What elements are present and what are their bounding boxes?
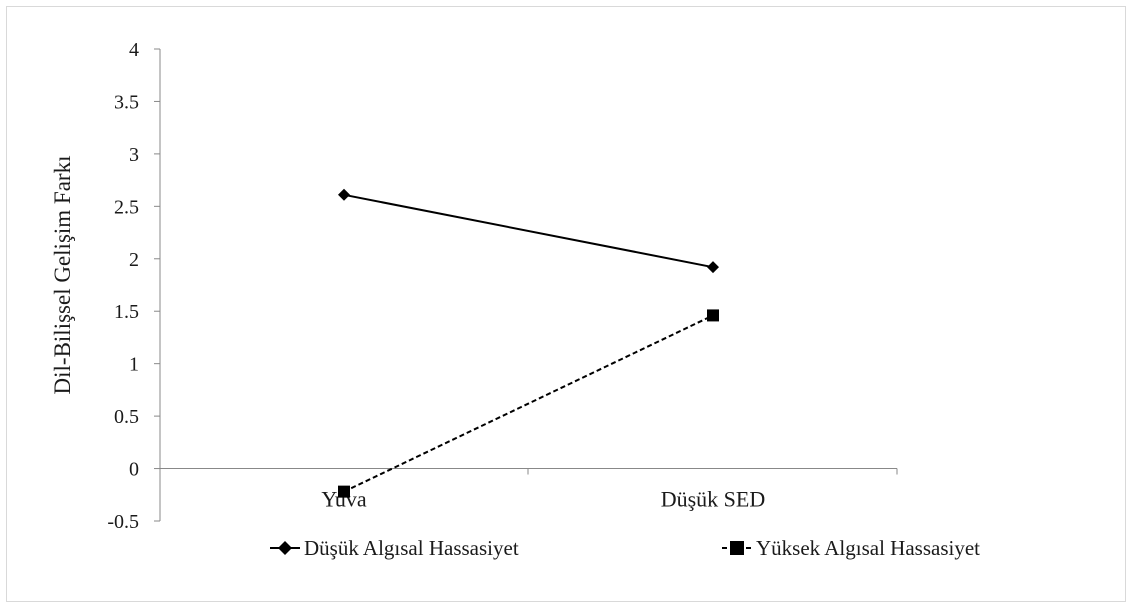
y-tick-label: 2.5 (114, 196, 139, 218)
y-tick-label: 3.5 (114, 91, 139, 113)
y-tick-label: 0 (129, 459, 139, 481)
series-line-2 (343, 314, 714, 493)
series-point-diamond (707, 261, 719, 274)
chart-frame (6, 6, 1126, 602)
y-tick-label: 0.5 (114, 406, 139, 428)
series-point-diamond (338, 188, 350, 201)
series-point-square (707, 309, 719, 322)
y-tick-label: 4 (129, 39, 139, 61)
legend-diamond-icon (278, 541, 292, 555)
legend-square-icon (730, 541, 744, 555)
y-tick-label: 1.5 (114, 301, 139, 323)
y-tick-label: 3 (129, 144, 139, 166)
y-tick-label: 1 (129, 354, 139, 376)
legend-label: Düşük Algısal Hassasiyet (304, 536, 519, 560)
legend: Düşük Algısal Hassasiyet Yüksek Algısal H… (270, 536, 980, 560)
series-line-1 (343, 193, 714, 269)
y-axis-label: Dil-Bilişsel Gelişim Farkı (50, 156, 75, 395)
series-group (338, 188, 719, 498)
y-tick-label: -0.5 (107, 511, 139, 533)
legend-label: Yüksek Algısal Hassasiyet (756, 536, 980, 560)
x-category-label: Düşük SED (661, 487, 766, 512)
series-point-square (338, 485, 350, 498)
y-tick-label: 2 (129, 249, 139, 271)
